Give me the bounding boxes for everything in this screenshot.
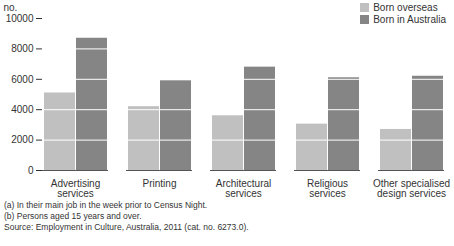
svg-text:6000: 6000 xyxy=(11,74,34,85)
svg-text:Advertisingservices: Advertisingservices xyxy=(51,178,100,199)
svg-text:Other specialiseddesign servic: Other specialiseddesign services xyxy=(373,178,450,199)
html-text:Born in Australia: Born in Australia xyxy=(373,14,446,25)
svg-text:Religiousservices: Religiousservices xyxy=(307,178,348,199)
html-text:Source: Employment in Culture,: Source: Employment in Culture, Australia… xyxy=(4,222,249,232)
svg-text:0: 0 xyxy=(28,165,34,176)
svg-text:10000: 10000 xyxy=(6,13,34,24)
svg-text:8000: 8000 xyxy=(11,43,34,54)
svg-text:2000: 2000 xyxy=(11,134,34,145)
svg-text:4000: 4000 xyxy=(11,104,34,115)
html-text:(b) Persons aged 15 years and: (b) Persons aged 15 years and over. xyxy=(4,211,142,221)
svg-text:no.: no. xyxy=(4,2,18,13)
html-text:Born overseas: Born overseas xyxy=(373,2,438,13)
svg-text:Architecturalservices: Architecturalservices xyxy=(216,178,272,199)
svg-text:Printing: Printing xyxy=(143,178,177,189)
html-text:(a) In their main job in the w: (a) In their main job in the week prior … xyxy=(4,200,208,210)
